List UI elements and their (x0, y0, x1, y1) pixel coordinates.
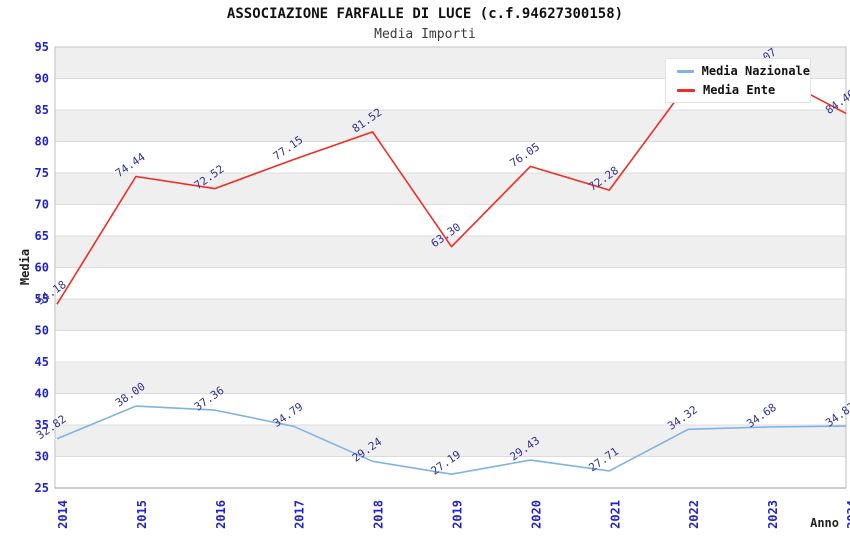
grid-band (55, 362, 846, 394)
x-tick-label: 2014 (56, 500, 70, 529)
y-tick-label: 45 (35, 355, 49, 369)
legend-label-media-nazionale: Media Nazionale (701, 64, 810, 78)
x-tick-label: 2019 (451, 500, 465, 529)
y-tick-label: 35 (35, 418, 49, 432)
x-tick-label: 2018 (372, 500, 386, 529)
y-tick-label: 70 (35, 198, 49, 212)
legend-label-media-ente: Media Ente (703, 83, 776, 97)
grid-band (55, 236, 846, 268)
chart-title: ASSOCIAZIONE FARFALLE DI LUCE (c.f.94627… (226, 6, 624, 22)
y-tick-label: 25 (35, 481, 49, 495)
y-tick-label: 80 (35, 135, 49, 149)
legend-item-media-ente: Media Ente (677, 83, 810, 97)
y-axis-title: Media (18, 248, 32, 286)
legend-swatch-media-nazionale-icon (677, 69, 694, 73)
y-tick-label: 95 (35, 40, 49, 54)
legend-swatch-media-ente-icon (677, 88, 695, 92)
x-axis-title: Anno (810, 516, 839, 530)
y-tick-label: 90 (35, 72, 49, 86)
y-tick-label: 60 (35, 261, 49, 275)
grid-band (55, 425, 846, 457)
point-value-label: 76.05 (508, 140, 543, 170)
y-tick-label: 55 (35, 292, 49, 306)
y-tick-label: 30 (35, 450, 49, 464)
y-tick-label: 75 (35, 166, 49, 180)
x-tick-label: 2021 (608, 500, 622, 529)
y-tick-label: 85 (35, 103, 49, 117)
x-tick-label: 2023 (766, 500, 780, 529)
x-tick-label: 2020 (529, 500, 543, 529)
y-tick-label: 40 (35, 387, 49, 401)
x-tick-label: 2024 (845, 500, 850, 529)
chart-subtitle: Media Importi (374, 27, 476, 42)
series-line-media-nazionale (56, 405, 847, 476)
grid-band (55, 110, 846, 142)
x-tick-label: 2016 (214, 500, 228, 529)
legend: Media Nazionale Media Ente (665, 58, 811, 103)
x-tick-label: 2015 (135, 500, 149, 529)
y-tick-label: 50 (35, 324, 49, 338)
x-tick-label: 2022 (687, 500, 701, 529)
grid-band (55, 299, 846, 331)
legend-item-media-nazionale: Media Nazionale (677, 64, 810, 78)
y-tick-label: 65 (35, 229, 49, 243)
x-tick-label: 2017 (293, 500, 307, 529)
grid-band (55, 173, 846, 205)
